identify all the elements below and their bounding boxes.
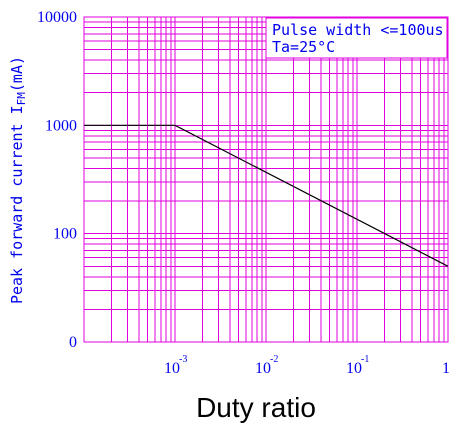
curve-layer: [84, 124, 449, 267]
y-tick-label: 0: [69, 334, 77, 351]
y-tick-labels: 0 100 1000 10000: [37, 9, 77, 351]
y-tick-label: 100: [53, 226, 77, 243]
y-axis-title-unit: (mA): [8, 56, 26, 92]
x-tick-exponent: -1: [361, 354, 369, 365]
y-axis-title-main: Peak forward current I: [8, 105, 26, 304]
x-tick-labels: 10-310-210-11: [164, 354, 450, 377]
plot-frame: [83, 16, 449, 343]
y-axis-title-subscript: FM: [15, 92, 28, 106]
x-tick-label: 10: [255, 360, 271, 377]
y-axis-title: Peak forward current IFM(mA): [8, 56, 28, 304]
legend-background: [265, 17, 448, 59]
legend-box: Pulse width <=100us Ta=25°C: [265, 17, 448, 59]
derating-curve: [84, 124, 449, 267]
x-tick-exponent: -3: [179, 354, 187, 365]
x-tick-label: 10: [346, 360, 362, 377]
y-tick-label: 10000: [37, 9, 77, 26]
x-tick-exponent: -2: [270, 354, 278, 365]
legend-pulse-width: Pulse width <=100us: [272, 21, 444, 39]
legend-temperature: Ta=25°C: [272, 38, 335, 56]
x-tick-label: 1: [442, 360, 450, 377]
x-axis-title: Duty ratio: [196, 392, 316, 423]
y-tick-label: 1000: [45, 117, 77, 134]
grid: [84, 17, 448, 342]
x-tick-label: 10: [164, 360, 180, 377]
